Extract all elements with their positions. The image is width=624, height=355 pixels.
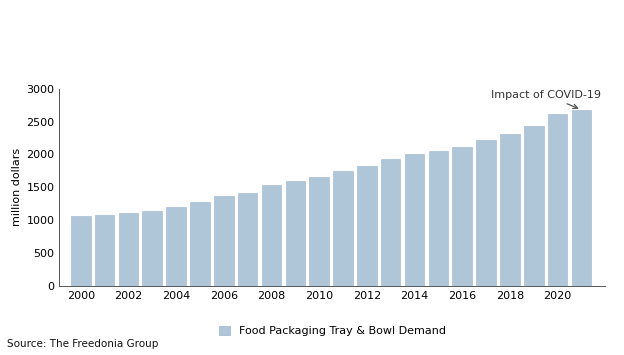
- Bar: [310, 177, 329, 286]
- Bar: [381, 159, 401, 286]
- Text: Impact of COVID-19: Impact of COVID-19: [491, 90, 601, 109]
- Bar: [142, 211, 162, 286]
- Text: ™: ™: [598, 56, 604, 61]
- Bar: [119, 213, 138, 286]
- Bar: [214, 196, 233, 286]
- Bar: [190, 202, 210, 286]
- Bar: [238, 192, 258, 286]
- Text: Freedonia: Freedonia: [524, 62, 579, 72]
- Text: Source: The Freedonia Group: Source: The Freedonia Group: [7, 339, 159, 349]
- Bar: [524, 126, 544, 286]
- Bar: [71, 216, 90, 286]
- Y-axis label: million dollars: million dollars: [12, 148, 22, 226]
- Legend: Food Packaging Tray & Bowl Demand: Food Packaging Tray & Bowl Demand: [219, 326, 446, 336]
- Bar: [548, 114, 567, 286]
- Bar: [429, 151, 448, 286]
- Bar: [357, 166, 377, 286]
- Bar: [261, 185, 281, 286]
- Text: Food Tray & Bowl Demand, 2000 – 2021 (million dollars): Food Tray & Bowl Demand, 2000 – 2021 (mi…: [7, 16, 427, 28]
- Bar: [286, 181, 305, 286]
- Bar: [95, 214, 114, 286]
- Bar: [452, 147, 472, 286]
- Bar: [572, 110, 591, 286]
- Bar: [500, 134, 520, 286]
- Bar: [333, 170, 353, 286]
- Bar: [405, 154, 424, 286]
- Bar: [167, 207, 186, 286]
- Bar: [476, 140, 496, 286]
